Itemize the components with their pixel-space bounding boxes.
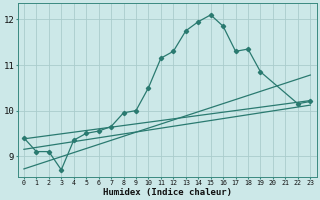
X-axis label: Humidex (Indice chaleur): Humidex (Indice chaleur): [103, 188, 232, 197]
